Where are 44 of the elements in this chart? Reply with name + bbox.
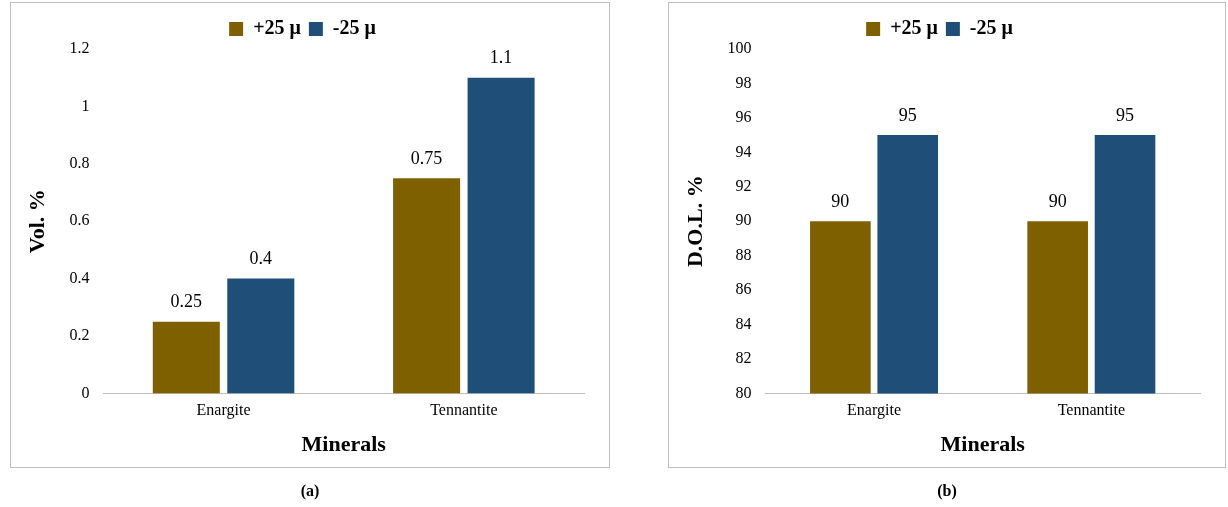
y-tick-label: 88 — [735, 245, 752, 263]
legend-label: -25 μ — [969, 16, 1014, 40]
y-tick-label: 84 — [735, 314, 752, 332]
y-tick-label: 90 — [735, 211, 752, 229]
text: (b) — [936, 482, 958, 500]
y-tick-label: 96 — [735, 108, 752, 126]
x-axis-title: Minerals — [940, 431, 1026, 457]
y-tick-label: 0.6 — [69, 211, 90, 229]
legend-label: +25 μ — [253, 16, 302, 40]
bar — [152, 321, 220, 394]
y-axis-title: D.O.L. % — [681, 175, 707, 268]
legend-label: -25 μ — [332, 16, 377, 40]
y-tick-label: 80 — [735, 383, 752, 401]
y-tick-label: 82 — [735, 349, 752, 367]
x-tick-label: Enargite — [196, 401, 251, 420]
y-tick-label: 0 — [81, 383, 90, 401]
y-tick-label: 98 — [735, 73, 752, 91]
y-tick-label: 100 — [727, 39, 752, 57]
bar — [393, 178, 461, 394]
data-label: 90 — [831, 190, 850, 211]
y-axis-title: Vol. % — [23, 189, 49, 254]
data-label: 1.1 — [489, 47, 513, 68]
x-tick-label: Enargite — [847, 401, 901, 420]
y-tick-label: 92 — [735, 176, 752, 194]
x-tick-label: Tennantite — [1057, 401, 1125, 419]
y-tick-label: 0.4 — [69, 268, 90, 286]
legend-label: +25 μ — [890, 16, 939, 40]
x-axis-title: Minerals — [301, 431, 387, 457]
data-label: 90 — [1048, 190, 1067, 211]
data-label: 0.4 — [249, 248, 273, 269]
y-tick-label: 1 — [81, 96, 90, 114]
x-tick-label: Tennantite — [430, 401, 498, 419]
y-tick-label: 1.2 — [69, 39, 90, 57]
text: (a) — [299, 482, 321, 500]
data-label: 0.75 — [410, 147, 443, 168]
data-label: 95 — [898, 104, 917, 125]
y-tick-label: 0.8 — [69, 154, 90, 171]
bar — [227, 278, 295, 394]
y-tick-label: 0.2 — [69, 326, 90, 344]
bar — [467, 77, 535, 394]
data-label: 0.25 — [170, 291, 203, 312]
y-tick-label: 94 — [735, 142, 752, 160]
y-tick-label: 86 — [735, 280, 752, 298]
data-label: 95 — [1116, 104, 1135, 125]
